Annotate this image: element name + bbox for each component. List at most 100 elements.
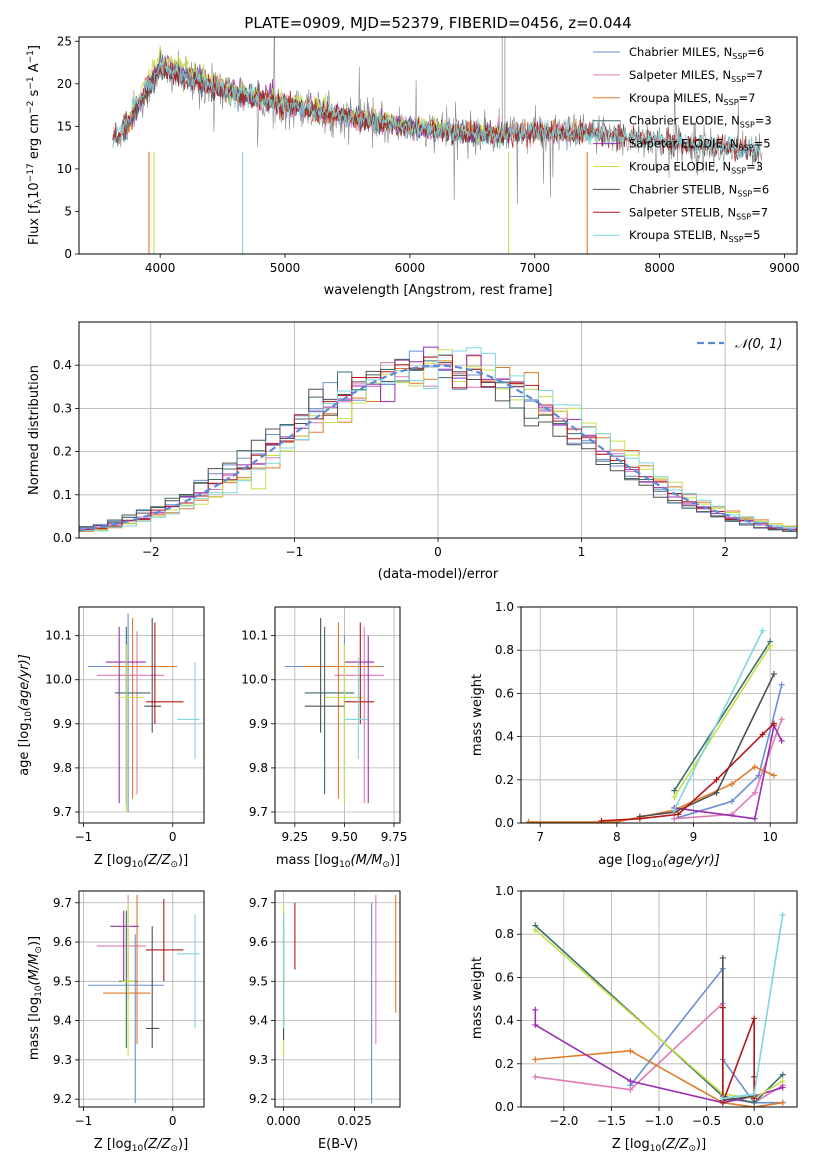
x-tick-label: 9000	[769, 261, 800, 275]
legend-tail: =3	[755, 114, 772, 128]
y-tick-label: 9.6	[249, 935, 268, 949]
weight-marker	[751, 815, 758, 822]
weight-marker	[671, 807, 678, 814]
legend-sub: SSP	[736, 212, 751, 221]
x-tick-label: −0.5	[692, 1114, 721, 1128]
weight-marker	[671, 787, 678, 794]
x-tick-label: 9	[690, 830, 698, 844]
y-axis-label: mass weight	[470, 674, 485, 756]
legend-tail: =5	[754, 137, 771, 151]
y-tick-label: 0.0	[495, 1100, 514, 1114]
y-axis-label: age [log10(age/yr)]	[17, 654, 34, 776]
weight-marker	[719, 1004, 726, 1011]
y-axis-label: Flux [fλ10−17 erg cm−2 s−1 A−1]	[26, 45, 44, 245]
legend-tail: =7	[739, 91, 756, 105]
weight-marker	[751, 1091, 758, 1098]
legend-sub: SSP	[740, 121, 755, 130]
legend-label: Kroupa MILES, N	[629, 91, 724, 105]
y-tick-label: 20	[57, 77, 72, 91]
legend-entry: Chabrier ELODIE, NSSP=3	[629, 114, 772, 130]
axes-frame	[274, 890, 401, 1108]
legend-sub: SSP	[731, 167, 746, 176]
x-tick-label: 0	[169, 830, 177, 844]
label-part: (M/M	[27, 954, 42, 986]
y-tick-label: 0.3	[53, 401, 72, 415]
x-tick-label: 1	[578, 545, 586, 559]
label-part: 10	[27, 182, 42, 199]
mass_vs_Z-points	[87, 894, 200, 1104]
axes-frame	[274, 606, 401, 824]
weight-marker	[627, 1047, 634, 1054]
label-part: −17	[26, 163, 36, 182]
x-tick-label: −1	[75, 1114, 93, 1128]
y-tick-label: 9.3	[249, 1053, 268, 1067]
label-part: (Z/Z	[143, 853, 171, 868]
legend-entry: 𝒩(0, 1)	[735, 337, 782, 352]
legend-label: Salpeter STELIB, N	[629, 205, 736, 219]
x-axis-label: age [log10(age/yr)]	[598, 853, 720, 870]
legend-tail: =3	[746, 160, 763, 174]
x-tick-label: 2	[721, 545, 729, 559]
label-part: 10	[24, 711, 34, 723]
axes-frame	[520, 606, 798, 824]
weight-marker	[675, 811, 682, 818]
y-tick-label: 9.5	[249, 974, 268, 988]
axes-frame	[78, 606, 205, 824]
x-axis-label: mass [log10(M/M⊙)]	[276, 853, 400, 870]
weight-Z-lines	[532, 911, 786, 1107]
x-axis-label: Z [log10(Z/Z⊙)]	[94, 853, 188, 870]
weight-marker	[751, 1015, 758, 1022]
x-tick-label: −2	[142, 545, 160, 559]
y-tick-label: 0.0	[495, 816, 514, 830]
x-tick-label: 4000	[145, 261, 176, 275]
weight-marker	[627, 1086, 634, 1093]
weight-marker	[779, 1078, 786, 1085]
y-tick-label: 9.4	[53, 1014, 72, 1028]
weight-marker	[719, 954, 726, 961]
label-part: Z [log	[612, 1137, 650, 1152]
x-axis-label: (data-model)/error	[378, 567, 499, 582]
legend-entry: Kroupa MILES, NSSP=7	[629, 91, 755, 107]
x-tick-label: 0.000	[266, 1114, 300, 1128]
x-axis-label: Z [log10(Z/Z⊙)]	[612, 1137, 706, 1154]
legend-sub: SSP	[737, 189, 752, 198]
weight-line-5	[673, 645, 771, 798]
label-part: mass [log	[27, 997, 42, 1060]
legend-entry: Salpeter MILES, NSSP=7	[629, 68, 763, 84]
y-tick-label: 9.7	[53, 896, 72, 910]
y-tick-label: 10.0	[241, 673, 268, 687]
y-tick-label: 0.8	[495, 927, 514, 941]
x-axis-label: wavelength [Angstrom, rest frame]	[324, 283, 553, 298]
y-tick-label: 9.8	[249, 761, 268, 775]
legend-tail: =6	[752, 182, 769, 196]
label-part: ⊙	[170, 1144, 178, 1154]
y-tick-label: 9.5	[53, 974, 72, 988]
weight-marker	[671, 794, 678, 801]
legend-tail: =7	[751, 205, 768, 219]
weight-marker	[532, 1056, 539, 1063]
weight-line-3	[673, 641, 771, 792]
label-part: Z [log	[94, 853, 132, 868]
label-part: (age/yr)]	[17, 654, 32, 711]
weight-marker	[779, 1084, 786, 1091]
y-tick-label: 9.9	[53, 717, 72, 731]
y-tick-label: 0.2	[53, 445, 72, 459]
label-part: 10	[132, 860, 144, 870]
label-part: age [log	[598, 853, 651, 868]
weight-marker	[759, 731, 766, 738]
weight-marker	[779, 911, 786, 918]
residual-histogram-8	[79, 347, 797, 532]
y-axis-label: Normed distribution	[27, 365, 42, 495]
label-part: mass [log	[276, 853, 339, 868]
y-tick-label: 10	[57, 162, 72, 176]
y-tick-label: 0.1	[53, 488, 72, 502]
axes-frame	[78, 321, 798, 539]
x-tick-label: 8	[613, 830, 621, 844]
legend-sub: SSP	[729, 235, 744, 244]
weight-line-2	[528, 765, 775, 823]
label-part: ⊙	[170, 860, 178, 870]
label-part: s	[27, 89, 42, 100]
label-part: −1	[26, 50, 36, 63]
y-tick-label: 0	[64, 247, 72, 261]
label-part: −2	[26, 101, 36, 114]
